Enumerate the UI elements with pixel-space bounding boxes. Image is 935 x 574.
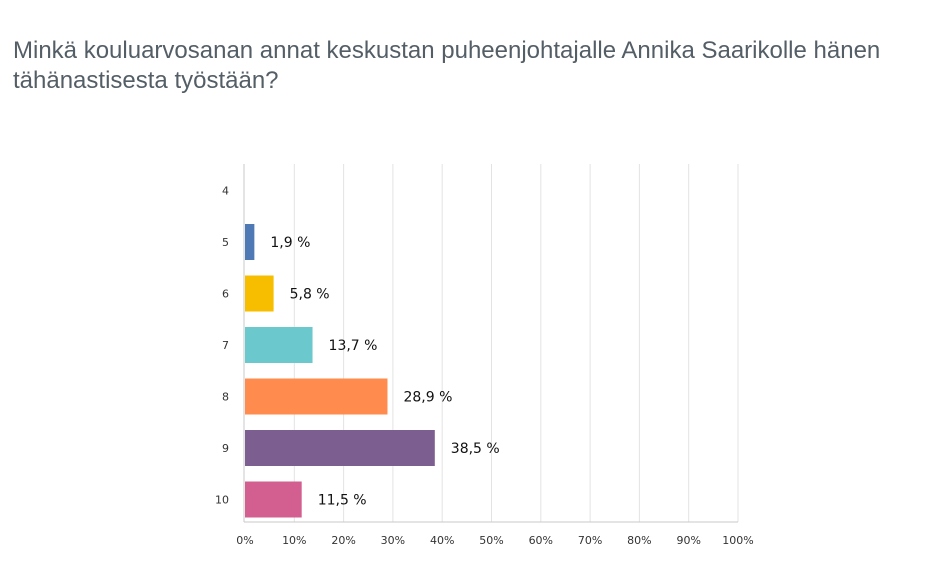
bar-5 [245, 224, 255, 260]
bar-6 [245, 275, 274, 312]
y-tick-label-7: 7 [222, 339, 229, 352]
gridlines [293, 164, 739, 522]
bar-9 [245, 430, 435, 466]
x-tick-label-100: 100% [722, 534, 753, 547]
x-tick-label-60: 60% [529, 534, 553, 547]
x-tick-label-80: 80% [627, 534, 651, 547]
y-tick-label-8: 8 [222, 391, 229, 404]
data-label-6: 5,8 % [290, 287, 330, 303]
x-tick-label-30: 30% [381, 534, 405, 547]
axes [243, 164, 738, 523]
y-tick-label-6: 6 [222, 288, 229, 301]
x-tick-label-0: 0% [236, 534, 253, 547]
x-tick-label-20: 20% [331, 534, 355, 547]
x-tick-label-10: 10% [282, 534, 306, 547]
labels: 0% 10% 20% 30% 40% 50% 60% 70% 80% 90% 100% 4 5 1,9 %… [215, 185, 754, 548]
x-tick-label-50: 50% [479, 534, 503, 547]
data-label-8: 28,9 % [403, 390, 452, 406]
y-tick-label-5: 5 [222, 236, 229, 249]
bar-8 [245, 378, 388, 415]
page-title: Minkä kouluarvosanan annat keskustan puh… [13, 37, 881, 94]
x-tick-label-40: 40% [430, 534, 454, 547]
x-tick-label-70: 70% [578, 534, 602, 547]
data-label-10: 11,5 % [318, 493, 367, 509]
bar-10 [245, 481, 302, 518]
y-tick-label-10: 10 [215, 494, 229, 507]
bar-7 [245, 327, 313, 363]
data-label-9: 38,5 % [451, 441, 500, 457]
x-tick-label-90: 90% [676, 534, 700, 547]
data-label-5: 1,9 % [270, 235, 310, 251]
bars [245, 224, 435, 518]
y-tick-label-4: 4 [222, 185, 229, 198]
data-label-7: 13,7 % [329, 338, 378, 354]
y-tick-label-9: 9 [222, 442, 229, 455]
